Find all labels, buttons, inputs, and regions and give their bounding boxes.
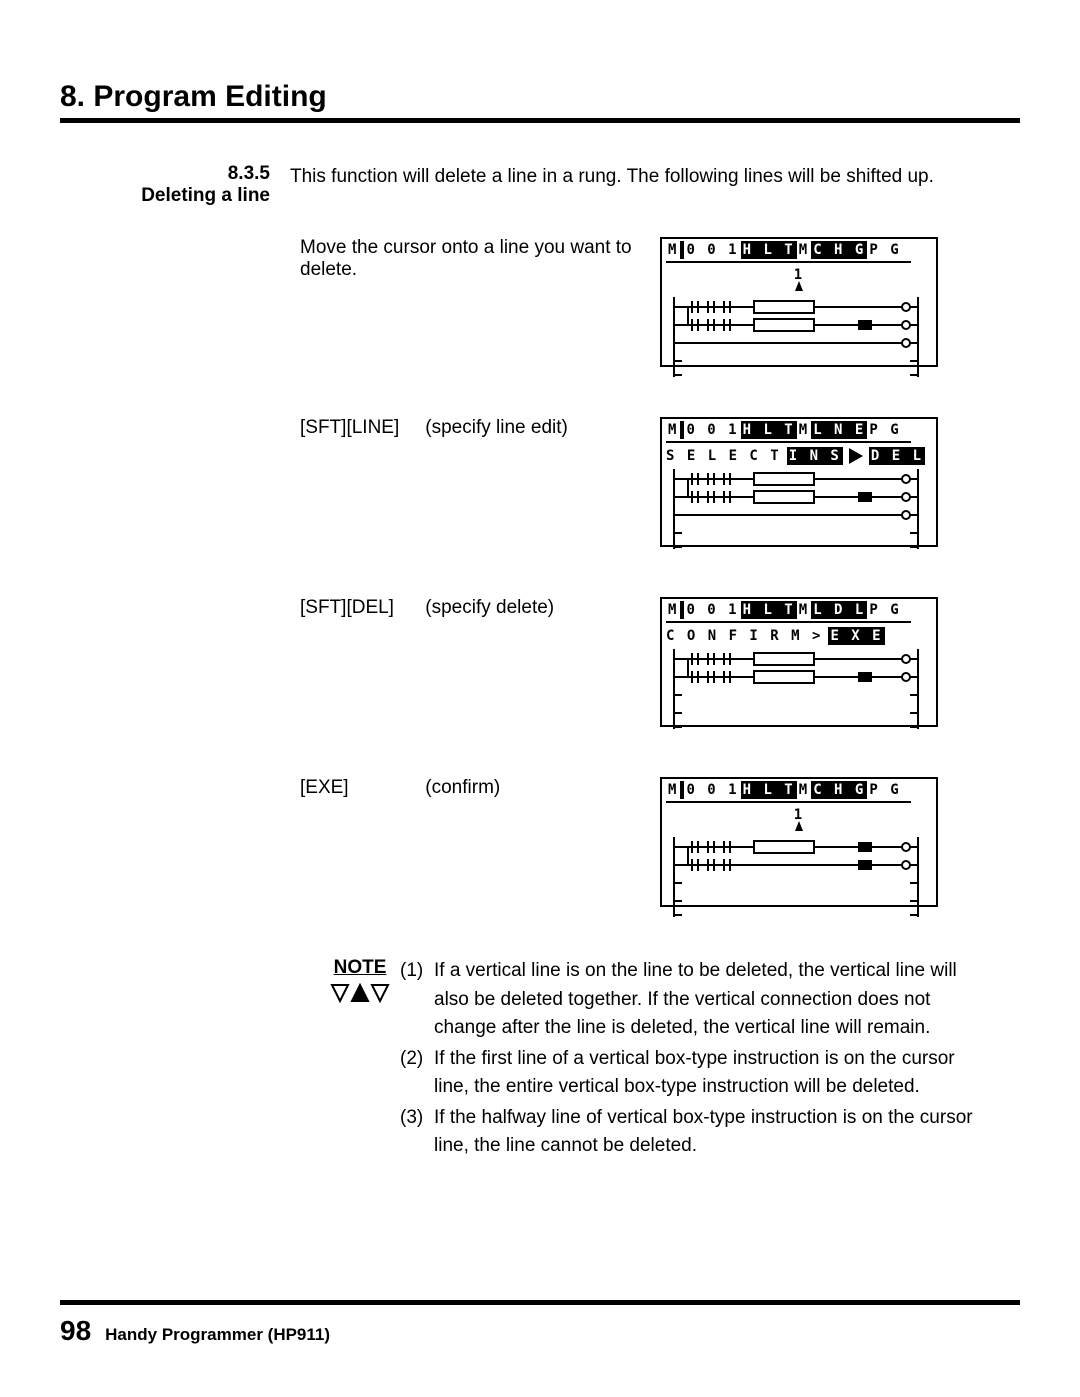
section-label: Deleting a line bbox=[120, 185, 270, 207]
chapter-name: Program Editing bbox=[93, 80, 326, 113]
steps-block: Move the cursor onto a line you want to … bbox=[300, 237, 980, 907]
chapter-num: 8. bbox=[60, 80, 85, 113]
page-footer: 98 Handy Programmer (HP911) bbox=[60, 1300, 1020, 1347]
note-block: NOTE (1)If a vertical line is on the lin… bbox=[320, 957, 980, 1163]
ladder-diagram bbox=[666, 649, 932, 733]
step-row: [EXE] (confirm) M 0 0 1H L TMC H GP G 1 bbox=[300, 777, 980, 907]
note-warning-icon bbox=[320, 979, 400, 1017]
device-screen: M 0 0 1H L TMC H GP G 1 bbox=[660, 777, 938, 907]
chapter-title: 8. Program Editing bbox=[60, 80, 1020, 123]
note-items: (1)If a vertical line is on the line to … bbox=[400, 957, 980, 1163]
device-screen: M 0 0 1H L TML N EP G S E L E C T I N S … bbox=[660, 417, 938, 547]
section-description: This function will delete a line in a ru… bbox=[290, 163, 1020, 192]
note-item: (1)If a vertical line is on the line to … bbox=[400, 957, 980, 1043]
screen-title: M 0 0 1H L TMC H GP G bbox=[666, 781, 932, 799]
step-row: [SFT][DEL] (specify delete) M 0 0 1H L T… bbox=[300, 597, 980, 727]
step-row: Move the cursor onto a line you want to … bbox=[300, 237, 980, 367]
ladder-diagram bbox=[666, 837, 932, 921]
section-number: 8.3.5 bbox=[120, 163, 270, 185]
ladder-diagram bbox=[666, 469, 932, 553]
screen-title: M 0 0 1H L TMC H GP G bbox=[666, 241, 932, 259]
device-screen: M 0 0 1H L TML D LP G C O N F I R M > E … bbox=[660, 597, 938, 727]
step-text: [EXE] (confirm) bbox=[300, 777, 660, 799]
device-screen: M 0 0 1H L TMC H GP G 1 bbox=[660, 237, 938, 367]
step-row: [SFT][LINE] (specify line edit) M 0 0 1H… bbox=[300, 417, 980, 547]
ladder-diagram bbox=[666, 297, 932, 381]
step-text: [SFT][DEL] (specify delete) bbox=[300, 597, 660, 619]
step-text: [SFT][LINE] (specify line edit) bbox=[300, 417, 660, 439]
page-number: 98 bbox=[60, 1315, 91, 1347]
footer-text: Handy Programmer (HP911) bbox=[105, 1325, 330, 1345]
note-label: NOTE bbox=[320, 957, 400, 979]
step-text: Move the cursor onto a line you want to … bbox=[300, 237, 660, 281]
note-item: (2)If the first line of a vertical box-t… bbox=[400, 1045, 980, 1102]
screen-title: M 0 0 1H L TML D LP G bbox=[666, 601, 932, 619]
note-item: (3)If the halfway line of vertical box-t… bbox=[400, 1104, 980, 1161]
screen-title: M 0 0 1H L TML N EP G bbox=[666, 421, 932, 439]
